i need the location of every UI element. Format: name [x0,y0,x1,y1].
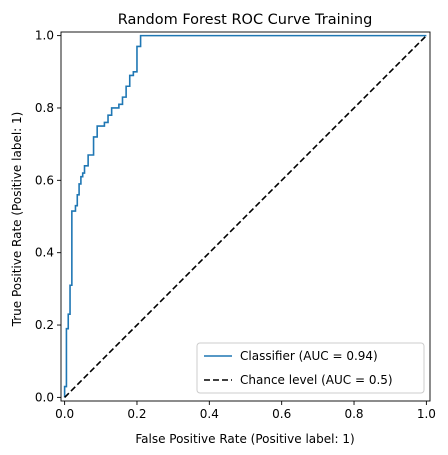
legend-frame [196,342,425,394]
plot-area [60,31,431,402]
x-tick-label: 0.0 [55,407,74,421]
y-tick-label: 1.0 [35,29,54,43]
chart-title: Random Forest ROC Curve Training [118,12,373,28]
y-axis-label: True Positive Rate (Positive label: 1) [10,112,24,328]
chance-level-line [64,35,427,398]
y-tick-label: 0.0 [35,390,54,404]
y-tick-label: 0.8 [35,101,54,115]
x-axis-label: False Positive Rate (Positive label: 1) [135,432,354,446]
axis-ticks: 0.0 0.2 0.4 0.6 0.8 1.0 0.0 0.2 0.4 0.6 0.8 1.0 [35,29,436,421]
x-tick-label: 0.6 [272,407,291,421]
y-tick-label: 0.6 [35,173,54,187]
legend-label-classifier: Classifier (AUC = 0.94) [240,349,378,363]
x-tick-label: 0.8 [344,407,363,421]
y-tick-label: 0.4 [35,246,54,260]
y-tick-label: 0.2 [35,318,54,332]
legend: Classifier (AUC = 0.94) Chance level (AU… [196,342,425,394]
plot-frame [60,31,431,402]
x-tick-label: 0.2 [127,407,146,421]
x-tick-label: 1.0 [417,407,436,421]
x-tick-label: 0.4 [200,407,219,421]
legend-label-chance-level: Chance level (AUC = 0.5) [240,373,393,387]
roc-curve-line [63,34,427,398]
